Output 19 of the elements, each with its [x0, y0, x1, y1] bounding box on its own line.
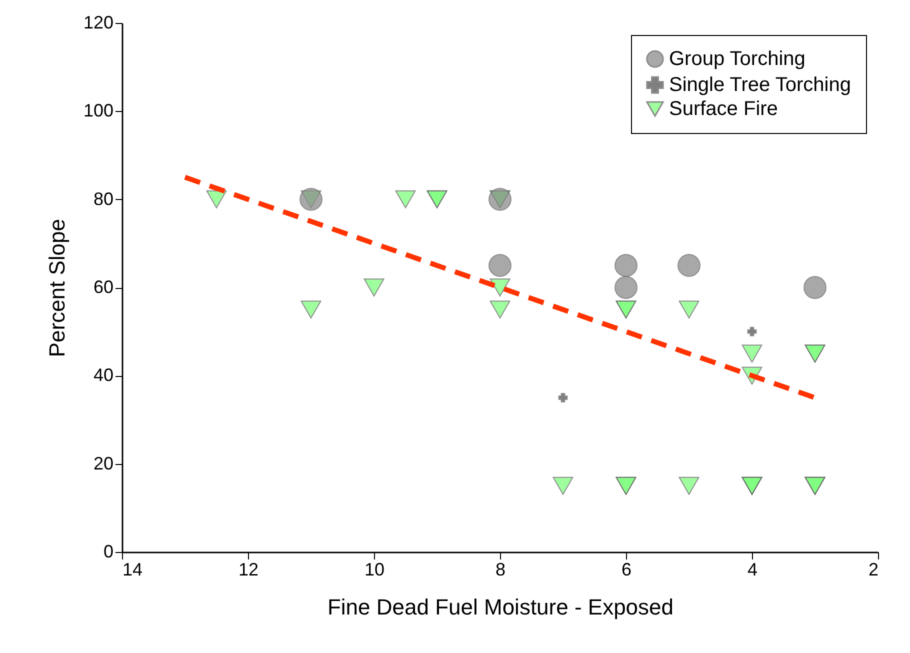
y-tick-label: 0 [103, 542, 114, 562]
legend-label: Surface Fire [669, 98, 778, 120]
y-axis-title: Percent Slope [44, 218, 70, 358]
legend-label: Single Tree Torching [669, 74, 851, 96]
x-tick-label: 4 [747, 560, 758, 580]
x-tick-label: 2 [868, 560, 878, 580]
legend-label: Group Torching [669, 48, 806, 70]
y-tick-label: 40 [93, 365, 114, 386]
y-tick-label: 120 [83, 12, 114, 32]
y-tick-label: 80 [93, 188, 114, 209]
y-tick-label: 20 [93, 453, 114, 474]
x-tick-label: 6 [621, 560, 632, 580]
x-tick-label: 10 [364, 560, 385, 580]
y-tick-label: 60 [93, 277, 114, 297]
y-tick-label: 100 [83, 100, 114, 121]
x-tick-label: 14 [122, 560, 143, 580]
x-tick-label: 12 [238, 560, 259, 580]
x-tick-label: 8 [495, 560, 506, 580]
x-axis-title: Fine Dead Fuel Moisture - Exposed [327, 594, 674, 620]
